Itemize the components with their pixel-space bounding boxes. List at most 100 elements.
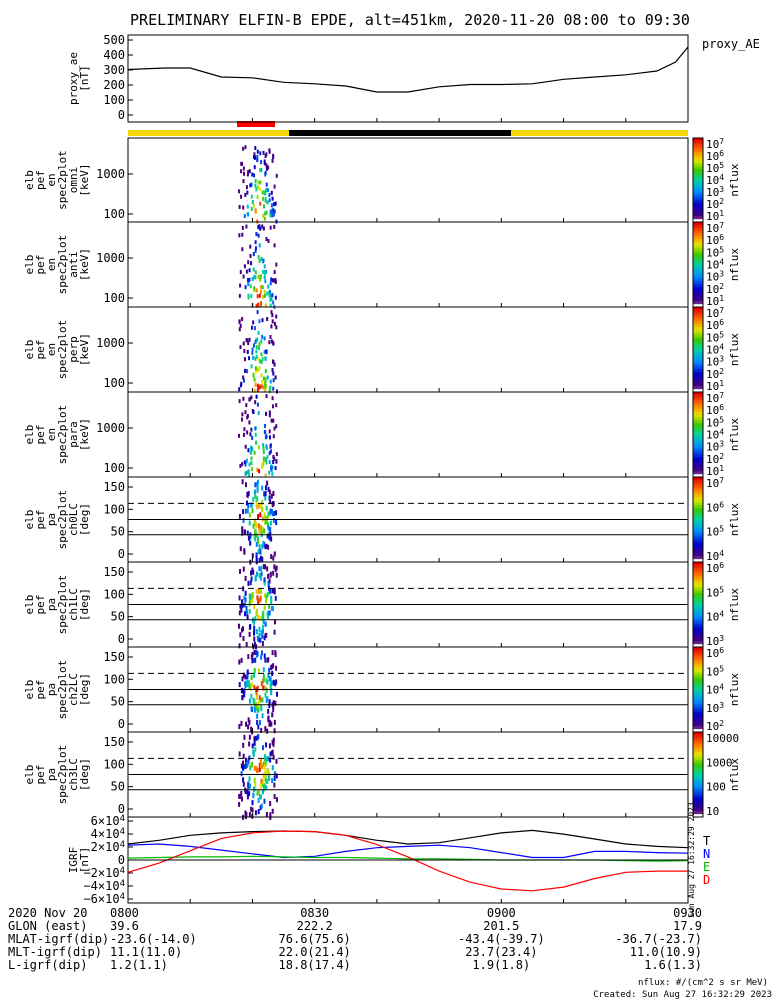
colorbar-label: nflux bbox=[728, 163, 741, 196]
spectrogram-pixel bbox=[261, 713, 264, 719]
spectrogram-pixel bbox=[260, 352, 263, 357]
colorbar-cell bbox=[693, 638, 703, 642]
colorbar-cell bbox=[693, 542, 703, 546]
colorbar-cell bbox=[693, 556, 703, 560]
footer-row-label: MLAT-igrf(dip) bbox=[8, 932, 109, 946]
colorbar-cell bbox=[693, 465, 703, 470]
series-line-t bbox=[127, 829, 689, 849]
spectrogram-pixel bbox=[268, 198, 271, 203]
colorbar-cell bbox=[693, 377, 703, 382]
spectrogram-pixel bbox=[261, 641, 264, 647]
spectrogram-pixel bbox=[247, 469, 250, 474]
spectrogram-pixel bbox=[242, 765, 245, 771]
spectrogram-pixel bbox=[252, 203, 255, 208]
spectrogram-pixel bbox=[253, 706, 256, 712]
colorbar-cell bbox=[693, 723, 703, 727]
spectrogram-pixel bbox=[247, 535, 250, 541]
spectrogram-pixel bbox=[259, 359, 262, 364]
spectrogram-pixel bbox=[261, 633, 264, 639]
colorbar-cell bbox=[693, 321, 703, 325]
spectrogram-pixel bbox=[254, 246, 257, 251]
spectrogram-pixel bbox=[254, 616, 257, 622]
spectrogram-pixel bbox=[273, 719, 276, 725]
colorbar-tick: 103 bbox=[706, 355, 724, 369]
colorbar-cell bbox=[693, 610, 703, 614]
colorbar-cell bbox=[693, 208, 703, 212]
spectrogram-pixel bbox=[247, 781, 250, 787]
colorbar-cell bbox=[693, 264, 703, 268]
ytick-label: 150 bbox=[103, 735, 125, 749]
spectrogram-pixel bbox=[272, 371, 275, 376]
spectrogram-pixel bbox=[271, 808, 274, 814]
ytick-label: −4×104 bbox=[83, 879, 125, 893]
colorbar-cell bbox=[693, 335, 703, 339]
colorbar-cell bbox=[693, 703, 703, 708]
colorbar-frame bbox=[692, 731, 704, 818]
spectrogram-pixel bbox=[244, 145, 247, 150]
spectrogram-pixel bbox=[266, 612, 269, 618]
panel-ylabel: pef bbox=[34, 425, 47, 445]
spectrogram-pixel bbox=[251, 350, 254, 355]
spectrogram-pixel bbox=[243, 734, 246, 740]
panel-stack: proxy_ae[nT]5004003002001000proxy_AEelbp… bbox=[23, 33, 760, 918]
colorbar-cell bbox=[693, 675, 703, 679]
footer-value: 1.9(1.8) bbox=[472, 958, 530, 972]
spectrogram-pixel bbox=[255, 705, 258, 711]
spectrogram-pixel bbox=[274, 619, 277, 625]
spectrogram-pixel bbox=[248, 631, 251, 637]
spectrogram-pixel bbox=[263, 580, 266, 586]
spectrogram-pixel bbox=[257, 233, 260, 238]
spectrogram-pixel bbox=[265, 460, 268, 465]
colorbar-cell bbox=[693, 261, 703, 266]
spectrogram-pixel bbox=[256, 310, 259, 315]
colorbar-cell bbox=[693, 519, 703, 523]
spectrogram-pixel bbox=[261, 789, 264, 795]
spectrogram-pixel bbox=[265, 166, 268, 171]
spectrogram-pixel bbox=[256, 713, 259, 719]
spectrogram-pixel bbox=[267, 715, 270, 721]
spectrogram-pixel bbox=[270, 310, 273, 315]
nflux-units: nflux: #/(cm^2 s sr MeV) bbox=[638, 978, 768, 988]
spectrogram-pixel bbox=[238, 643, 241, 649]
colorbar-tick: 101 bbox=[706, 464, 724, 478]
spectrogram-pixel bbox=[238, 204, 241, 209]
spectrogram-pixel bbox=[257, 357, 260, 362]
spectrogram-pixel bbox=[253, 765, 256, 771]
panel-ylabel: spec2plot bbox=[56, 660, 69, 720]
spectrogram-pixel bbox=[249, 253, 252, 258]
spectrogram-pixel bbox=[255, 552, 258, 558]
spectrogram-pixel bbox=[246, 614, 249, 620]
spectrogram-pixel bbox=[240, 763, 243, 769]
spectrogram-pixel bbox=[275, 452, 278, 457]
panel-ylabel: pa bbox=[45, 683, 58, 696]
ytick-label: 0 bbox=[118, 802, 125, 816]
spectrogram-pixel bbox=[271, 278, 274, 283]
spectrogram-pixel bbox=[259, 794, 262, 800]
spectrogram-pixel bbox=[273, 321, 276, 326]
colorbar-cell bbox=[693, 618, 703, 623]
colorbar-cell bbox=[693, 522, 703, 526]
spectrogram-pixel bbox=[264, 457, 267, 462]
spectrogram-pixel bbox=[255, 187, 258, 192]
spectrogram-pixel bbox=[272, 418, 275, 423]
spectrogram-pixel bbox=[248, 812, 251, 818]
footer-value: 76.6(75.6) bbox=[279, 932, 351, 946]
colorbar-cell bbox=[693, 749, 703, 753]
colorbar-cell bbox=[693, 171, 703, 175]
spectrogram-pixel bbox=[244, 508, 247, 514]
spectrogram-pixel bbox=[264, 368, 267, 373]
spectrogram-pixel bbox=[244, 683, 247, 689]
spectrogram-pixel bbox=[261, 357, 264, 362]
panel-frame bbox=[127, 34, 689, 123]
spectrogram-pixel bbox=[255, 344, 258, 349]
spectrogram-pixel bbox=[271, 368, 274, 373]
spectrogram-pixel bbox=[255, 349, 258, 354]
colorbar-cell bbox=[693, 797, 703, 801]
spectrogram-pixel bbox=[272, 754, 275, 760]
spectrogram-pixel bbox=[264, 377, 267, 382]
spectrogram-pixel bbox=[251, 347, 254, 352]
spectrogram-pixel bbox=[238, 433, 241, 438]
spectrogram-pixel bbox=[264, 564, 267, 570]
spectrogram-pixel bbox=[266, 778, 269, 784]
